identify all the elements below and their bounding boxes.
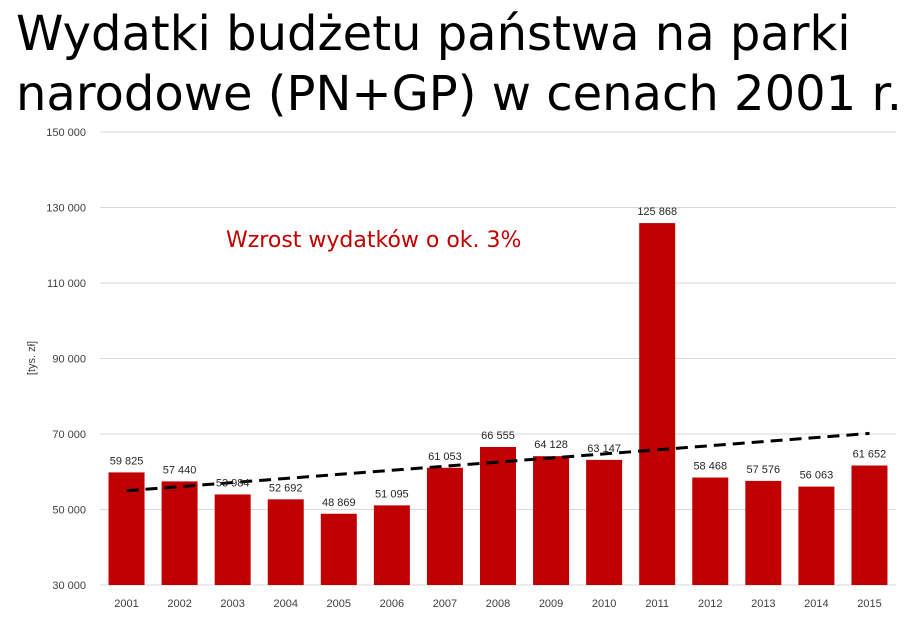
chart-title: Wydatki budżetu państwa na parki narodow… bbox=[16, 6, 903, 122]
x-axis-ticks: 2001 2002 2003 2004 2005 2006 2007 2008 2009 2010… bbox=[114, 598, 881, 610]
bar bbox=[214, 494, 251, 585]
data-label: 48 869 bbox=[322, 497, 356, 509]
x-tick-label: 2007 bbox=[433, 598, 457, 610]
data-label: 64 128 bbox=[534, 439, 568, 451]
data-label: 66 555 bbox=[481, 430, 515, 442]
annotation: Wzrost wydatków o ok. 3% bbox=[226, 228, 521, 253]
bar bbox=[267, 499, 304, 585]
bar bbox=[639, 223, 676, 585]
data-label: 59 825 bbox=[110, 455, 144, 467]
bar bbox=[533, 456, 570, 585]
x-tick-label: 2015 bbox=[857, 598, 881, 610]
bar bbox=[586, 459, 623, 585]
bar bbox=[851, 465, 888, 585]
y-tick-label: 110 000 bbox=[47, 278, 86, 290]
data-label: 125 868 bbox=[637, 206, 677, 218]
x-tick-label: 2001 bbox=[114, 598, 138, 610]
data-label: 57 576 bbox=[747, 464, 781, 476]
bars bbox=[108, 223, 888, 585]
data-label: 52 692 bbox=[269, 482, 303, 494]
bar bbox=[480, 447, 516, 585]
data-label: 61 053 bbox=[428, 451, 462, 463]
x-tick-label: 2006 bbox=[380, 598, 404, 610]
y-tick-label: 130 000 bbox=[46, 203, 86, 215]
y-tick-label: 70 000 bbox=[52, 429, 86, 441]
data-label: 61 652 bbox=[853, 449, 887, 461]
bar bbox=[745, 480, 782, 585]
y-axis-label: [tys. zł] bbox=[26, 341, 38, 375]
x-tick-label: 2014 bbox=[804, 598, 828, 610]
x-tick-label: 2005 bbox=[327, 598, 351, 610]
data-label: 53 984 bbox=[216, 477, 250, 489]
y-tick-label: 50 000 bbox=[52, 505, 86, 517]
data-label: 51 095 bbox=[375, 488, 409, 500]
bar bbox=[161, 481, 198, 585]
bar bbox=[692, 477, 729, 585]
y-tick-label: 30 000 bbox=[52, 580, 86, 592]
x-tick-label: 2010 bbox=[592, 598, 616, 610]
bar bbox=[426, 467, 463, 585]
trendline-path bbox=[126, 431, 870, 493]
x-tick-label: 2011 bbox=[645, 598, 669, 610]
y-tick-label: 90 000 bbox=[52, 354, 86, 366]
trendline bbox=[126, 431, 870, 493]
data-label: 63 147 bbox=[587, 443, 621, 455]
x-tick-label: 2004 bbox=[273, 598, 297, 610]
y-axis-ticks: 30 000 50 000 70 000 90 000 110 000 130 000 15… bbox=[46, 127, 86, 592]
bar bbox=[798, 486, 835, 585]
x-tick-label: 2009 bbox=[539, 598, 563, 610]
x-tick-label: 2003 bbox=[220, 598, 244, 610]
x-tick-label: 2012 bbox=[698, 598, 722, 610]
data-label: 58 468 bbox=[693, 461, 727, 473]
bar bbox=[320, 513, 357, 585]
y-tick-label: 150 000 bbox=[46, 127, 86, 139]
x-tick-label: 2002 bbox=[167, 598, 191, 610]
bar bbox=[373, 505, 410, 585]
x-tick-label: 2008 bbox=[486, 598, 510, 610]
data-label: 56 063 bbox=[800, 470, 834, 482]
data-labels: 59 825 57 440 53 984 52 692 48 869 51 095 61 0… bbox=[110, 206, 887, 509]
x-tick-label: 2013 bbox=[751, 598, 775, 610]
data-label: 57 440 bbox=[163, 464, 197, 476]
